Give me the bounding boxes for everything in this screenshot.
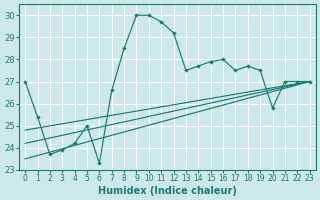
X-axis label: Humidex (Indice chaleur): Humidex (Indice chaleur) [98,186,237,196]
